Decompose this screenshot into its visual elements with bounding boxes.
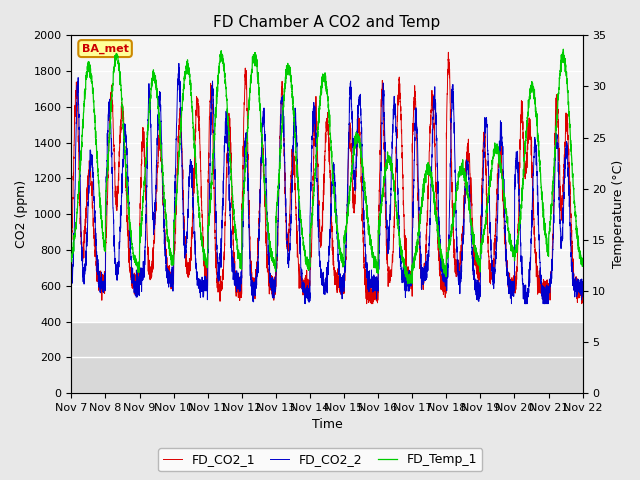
Y-axis label: Temperature (°C): Temperature (°C) (612, 160, 625, 268)
Title: FD Chamber A CO2 and Temp: FD Chamber A CO2 and Temp (213, 15, 440, 30)
Text: BA_met: BA_met (82, 43, 129, 54)
FD_Temp_1 (579, 263, 586, 268)
FD_Temp_1 (404, 281, 412, 287)
FD_CO2_2 (413, 126, 421, 132)
FD_CO2_2 (301, 301, 309, 307)
FD_CO2_1 (159, 194, 167, 200)
FD_CO2_2 (579, 279, 586, 285)
FD_CO2_2 (579, 288, 586, 293)
Y-axis label: CO2 (ppm): CO2 (ppm) (15, 180, 28, 248)
FD_Temp_1 (579, 258, 586, 264)
FD_CO2_2 (159, 196, 167, 202)
FD_Temp_1 (159, 182, 167, 188)
FD_CO2_1 (445, 49, 452, 55)
Line: FD_CO2_2: FD_CO2_2 (72, 63, 582, 304)
Bar (72, 322, 582, 393)
FD_CO2_1 (68, 245, 76, 251)
FD_Temp_1 (308, 215, 316, 220)
FD_Temp_1 (442, 271, 449, 276)
FD_CO2_2 (470, 270, 478, 276)
FD_CO2_1 (308, 250, 316, 255)
FD_Temp_1 (559, 47, 567, 52)
FD_CO2_2 (442, 268, 449, 274)
Legend: FD_CO2_1, FD_CO2_2, FD_Temp_1: FD_CO2_1, FD_CO2_2, FD_Temp_1 (158, 448, 482, 471)
FD_CO2_1 (442, 289, 449, 295)
X-axis label: Time: Time (312, 419, 342, 432)
FD_CO2_1 (363, 301, 371, 307)
Line: FD_Temp_1: FD_Temp_1 (72, 49, 582, 284)
FD_CO2_1 (413, 153, 421, 159)
Line: FD_CO2_1: FD_CO2_1 (72, 52, 582, 304)
FD_Temp_1 (413, 241, 421, 247)
FD_Temp_1 (68, 252, 76, 258)
Bar (72, 36, 582, 322)
FD_CO2_2 (175, 60, 182, 66)
FD_CO2_1 (470, 252, 478, 258)
FD_CO2_1 (579, 280, 586, 286)
FD_CO2_2 (308, 143, 316, 148)
FD_CO2_1 (579, 286, 586, 292)
FD_CO2_2 (68, 289, 76, 295)
FD_Temp_1 (470, 246, 478, 252)
